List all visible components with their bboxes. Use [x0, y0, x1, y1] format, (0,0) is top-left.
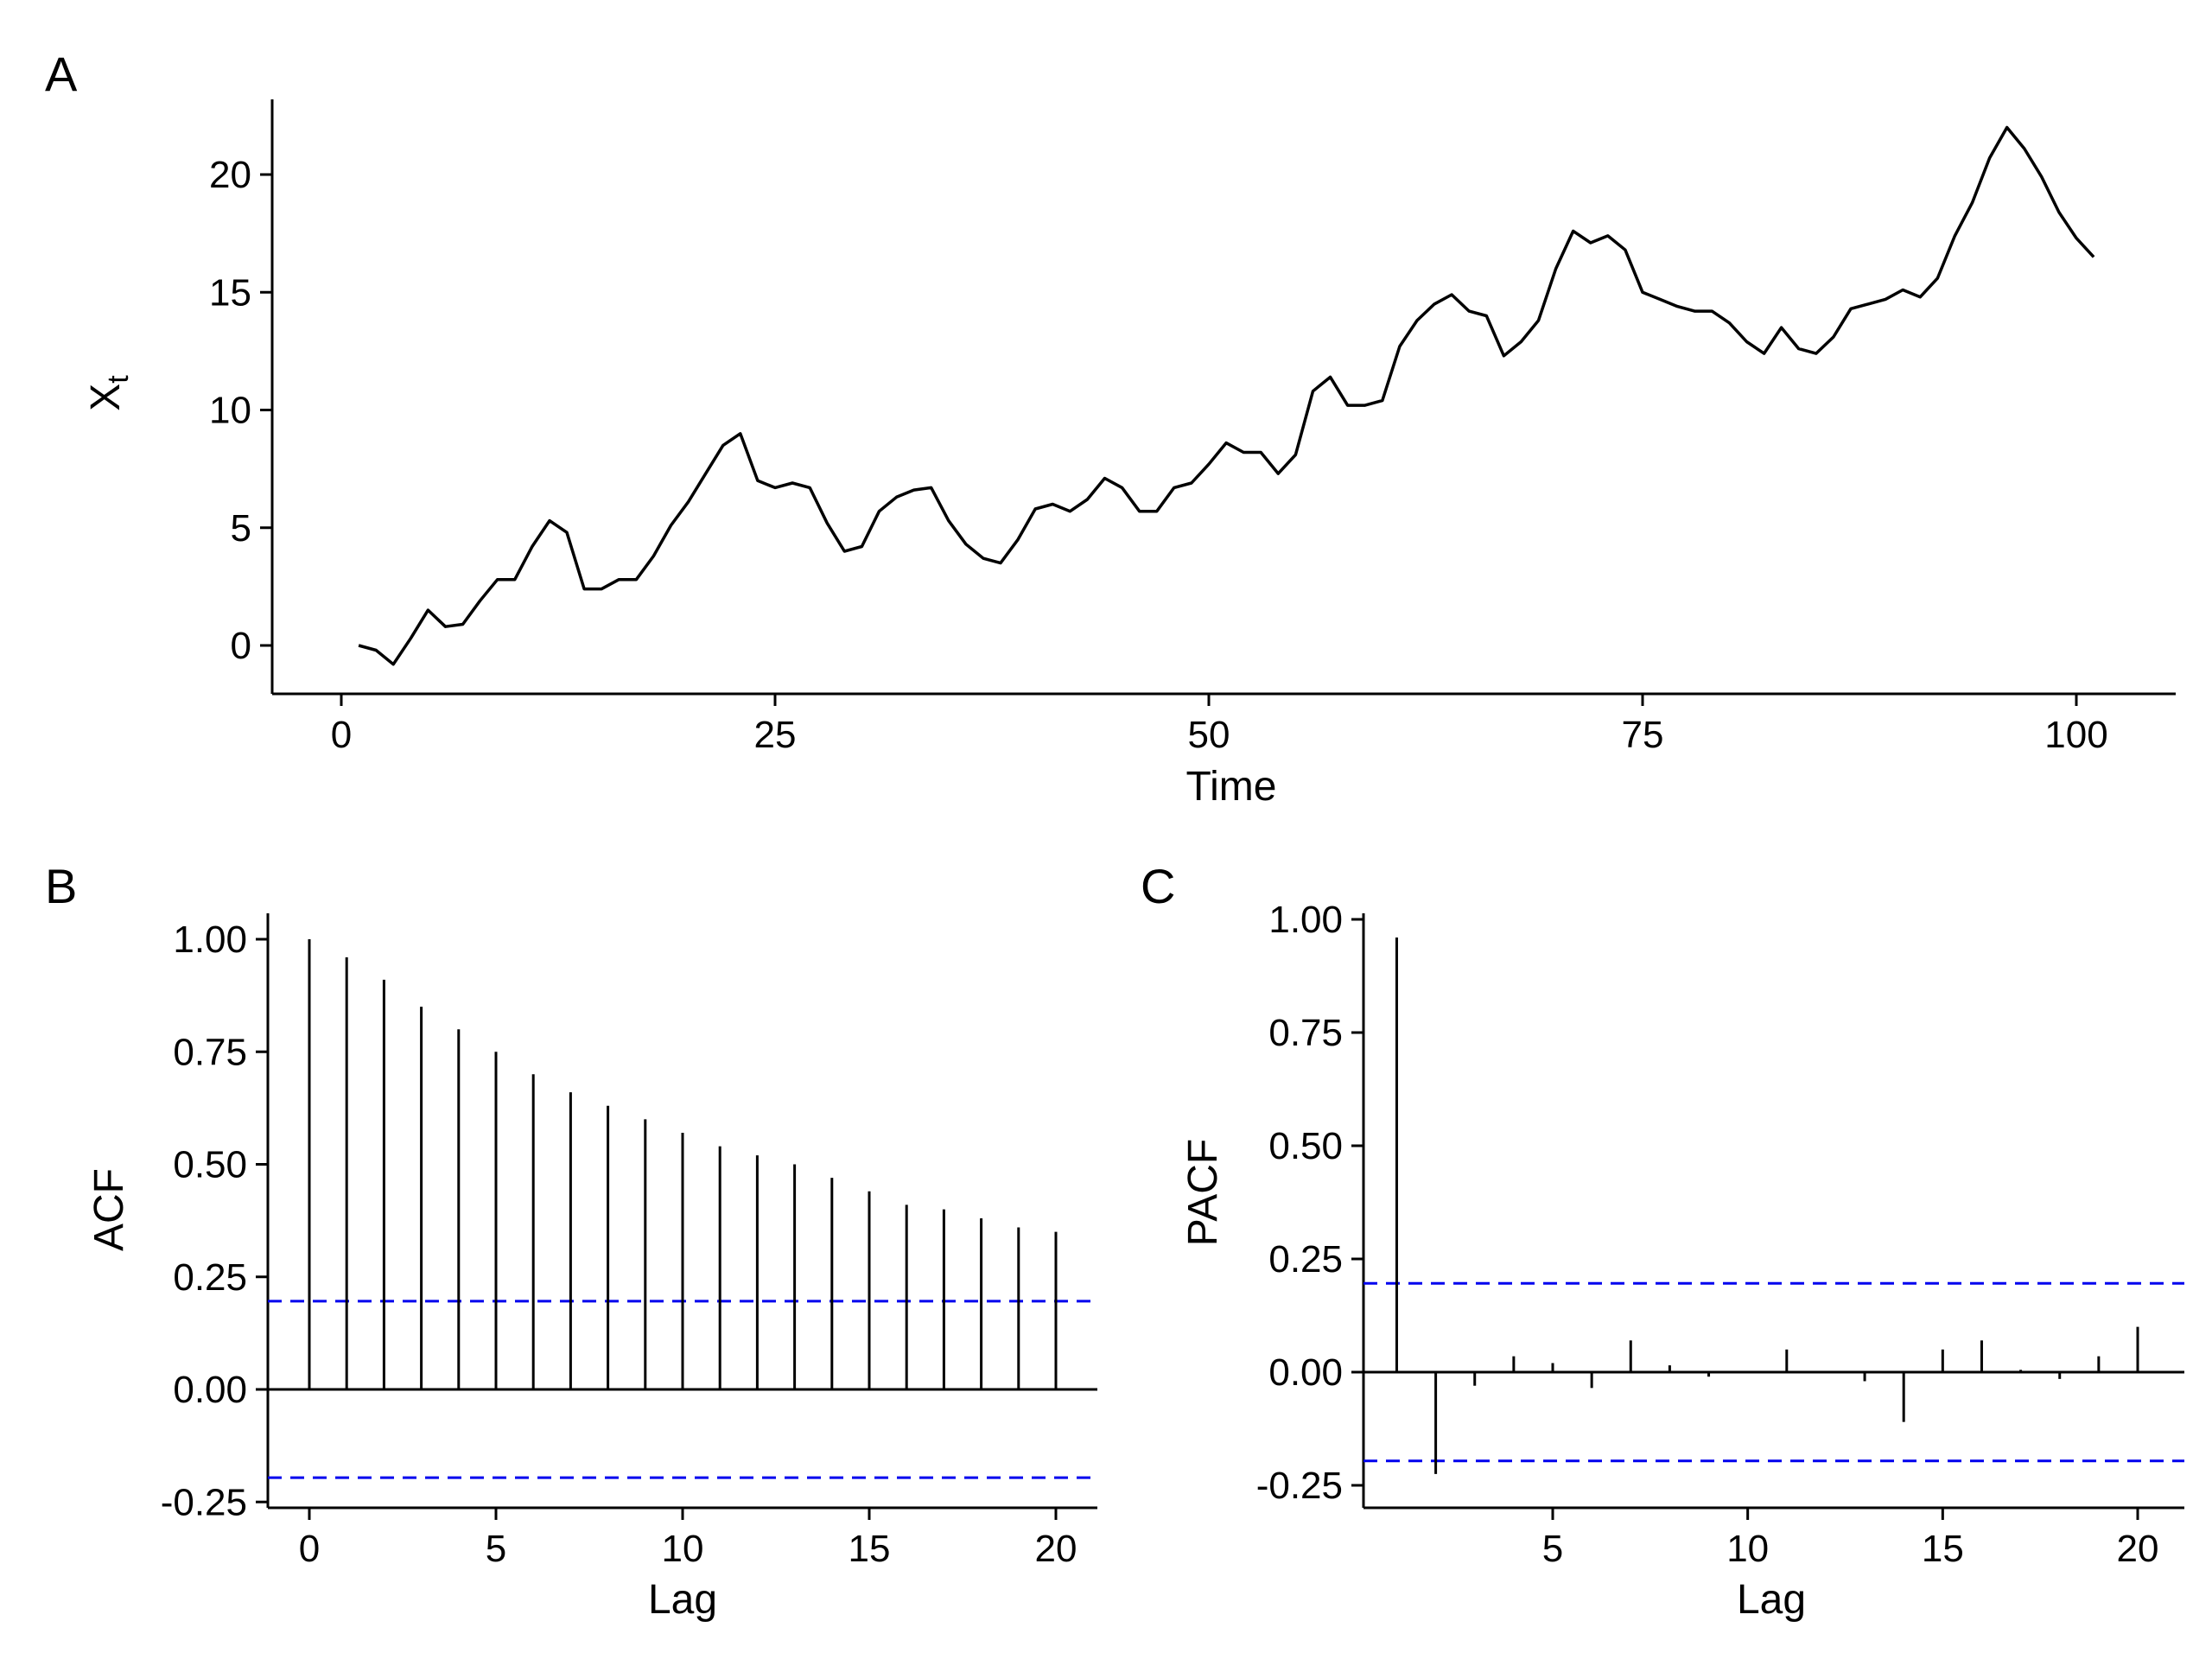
panel-a-x-tick-label: 0	[331, 714, 352, 756]
panel-a-series-line	[358, 125, 2095, 666]
panel-c-pacf: C 5 10 15 20 1.00 0.75 0.50 0.25 0.00 -0.25 Lag P…	[1141, 859, 2184, 1623]
panel-b-x-axis-title: Lag	[648, 1577, 717, 1623]
panel-a-y-tick-label: 5	[231, 507, 251, 550]
panel-a-x-tick-label: 25	[754, 714, 797, 756]
panel-a-y-tick-label: 10	[209, 390, 251, 432]
panel-c-y-tick-label: 0.00	[1268, 1351, 1343, 1394]
panel-b-y-tick-label: 0.00	[173, 1369, 247, 1411]
panel-a-x-tick-label: 100	[2044, 714, 2107, 756]
panel-b-x-tick-label: 10	[662, 1528, 704, 1570]
panel-a-y-axis-title-main: X	[83, 384, 129, 411]
panel-b-plot-area: 0 5 10 15 20 1.00 0.75 0.50 0.25 0.00 -0.25	[161, 913, 1097, 1570]
panel-b-y-tick-label: 1.00	[173, 918, 247, 961]
panel-a-x-tick-label: 75	[1622, 714, 1664, 756]
panel-c-y-axis-title: PACF	[1180, 1139, 1226, 1246]
panel-a-y-axis-title: Xt	[83, 375, 135, 411]
panel-a-y-tick-label: 0	[231, 625, 251, 667]
panel-b-y-tick-label: 0.50	[173, 1144, 247, 1186]
panel-a-y-tick-label: 15	[209, 271, 251, 314]
panel-a-tag: A	[45, 47, 78, 101]
panel-c-x-tick-label: 10	[1726, 1528, 1769, 1570]
panel-c-y-tick-label: -0.25	[1256, 1465, 1343, 1507]
panel-b-x-tick-label: 5	[486, 1528, 506, 1570]
panel-b-x-tick-label: 0	[299, 1528, 320, 1570]
panel-c-y-tick-label: 0.25	[1268, 1238, 1343, 1281]
panel-c-plot-area: 5 10 15 20 1.00 0.75 0.50 0.25 0.00 -0.25	[1256, 899, 2184, 1570]
panel-b-y-tick-label: -0.25	[161, 1481, 247, 1523]
panel-b-acf: B 0 5 10 15 201.000.750.500.250.00-0.25 Lag …	[45, 859, 1097, 1623]
panel-b-tag: B	[45, 859, 77, 913]
panel-b-y-axis-title: ACF	[86, 1168, 132, 1251]
panel-a-time-series: A 0 25 50 75 100 0 5 10 15 20 Time Xt	[45, 47, 2176, 810]
panel-b-x-tick-label: 15	[849, 1528, 891, 1570]
panel-a-plot-area: 0 25 50 75 100 0 5 10 15 20	[209, 99, 2176, 756]
panel-c-x-axis-title: Lag	[1737, 1577, 1806, 1623]
panel-a-x-tick-label: 50	[1188, 714, 1230, 756]
panel-a-y-axis-title-subscript: t	[102, 375, 135, 384]
panel-b-y-tick-label: 0.75	[173, 1031, 247, 1073]
panel-c-x-tick-label: 20	[2117, 1528, 2159, 1570]
panel-c-x-tick-label: 15	[1922, 1528, 1964, 1570]
panel-a-x-axis-title: Time	[1186, 764, 1277, 810]
panel-a-y-tick-label: 20	[209, 154, 251, 196]
panel-c-y-tick-label: 0.50	[1268, 1125, 1343, 1167]
panel-c-x-tick-label: 5	[1542, 1528, 1563, 1570]
panel-b-y-tick-label: 0.25	[173, 1256, 247, 1299]
panel-c-y-tick-label: 1.00	[1268, 899, 1343, 941]
panel-c-y-tick-label: 0.75	[1268, 1012, 1343, 1054]
panel-b-x-tick-label: 20	[1035, 1528, 1077, 1570]
panel-c-tag: C	[1141, 859, 1175, 913]
